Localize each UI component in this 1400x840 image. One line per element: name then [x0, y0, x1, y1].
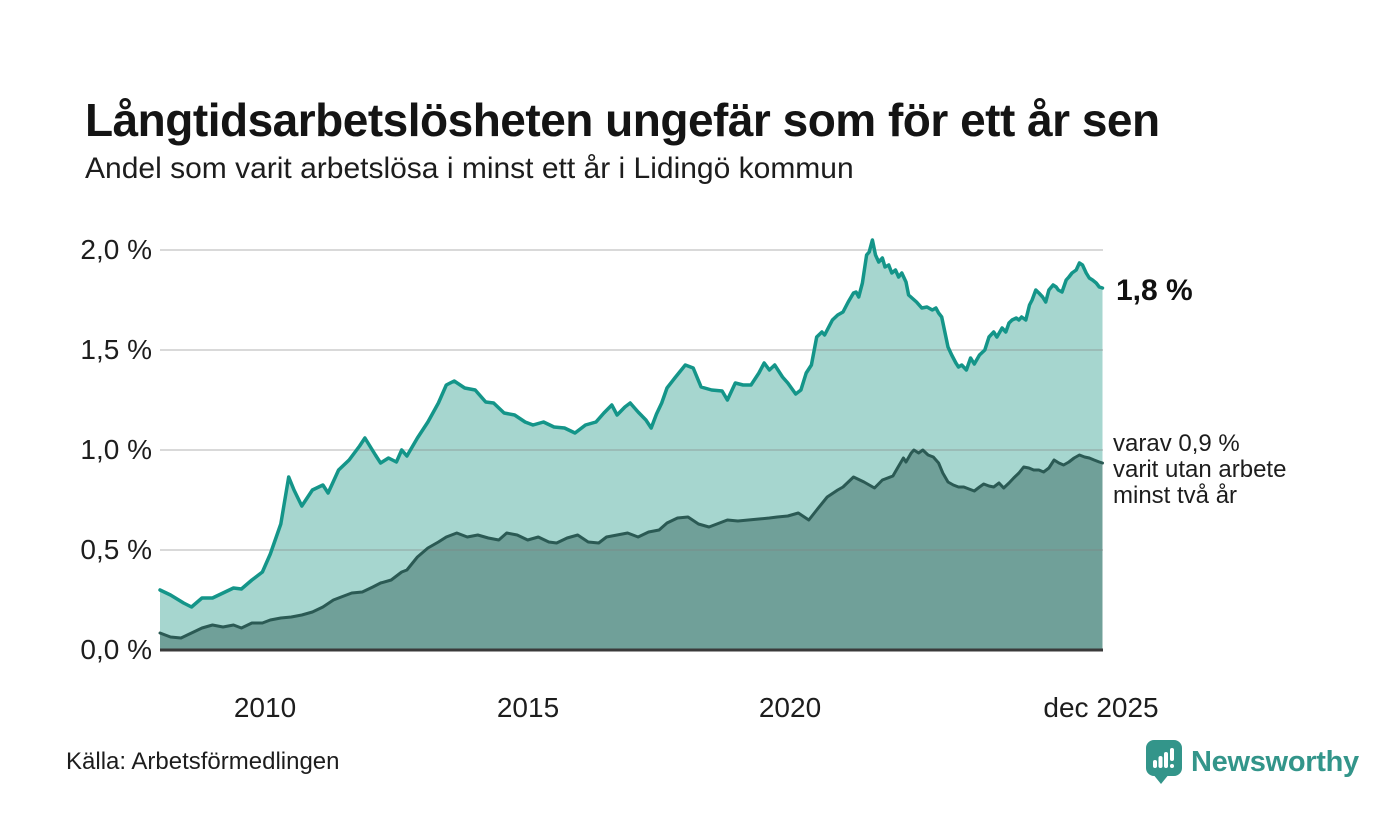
source-note: Källa: Arbetsförmedlingen	[66, 748, 340, 775]
x-tick-label: 2010	[233, 692, 297, 723]
newsworthy-bubble-chart-icon	[1146, 740, 1182, 784]
newsworthy-logo: Newsworthy	[1146, 740, 1359, 784]
y-tick-label: 2,0 %	[80, 234, 152, 265]
two-year-annotation-line-2: varit utan arbete	[1113, 456, 1287, 483]
newsworthy-logo-text: Newsworthy	[1191, 745, 1359, 778]
y-tick-label: 0,5 %	[80, 534, 152, 565]
x-tick-label: 2020	[758, 692, 822, 723]
two-year-annotation-line-1: varav 0,9 %	[1113, 430, 1240, 457]
series-line-2	[158, 448, 1104, 640]
series-area-2	[160, 450, 1103, 650]
y-tick-label: 0,0 %	[80, 634, 152, 665]
x-tick-label: dec 2025	[1043, 692, 1159, 723]
two-year-annotation: varav 0,9 % varit utan arbete minst två …	[1113, 431, 1286, 509]
chart-title: Långtidsarbetslösheten ungefär som för e…	[85, 93, 1160, 146]
two-year-annotation-line-3: minst två år	[1113, 482, 1238, 509]
chart-subtitle: Andel som varit arbetslösa i minst ett å…	[85, 152, 854, 185]
y-tick-label: 1,0 %	[80, 434, 152, 465]
y-tick-label: 1,5 %	[80, 334, 152, 365]
x-tick-label: 2015	[496, 692, 560, 723]
series-line-1	[158, 238, 1105, 609]
latest-total-annotation: 1,8 %	[1116, 274, 1193, 307]
